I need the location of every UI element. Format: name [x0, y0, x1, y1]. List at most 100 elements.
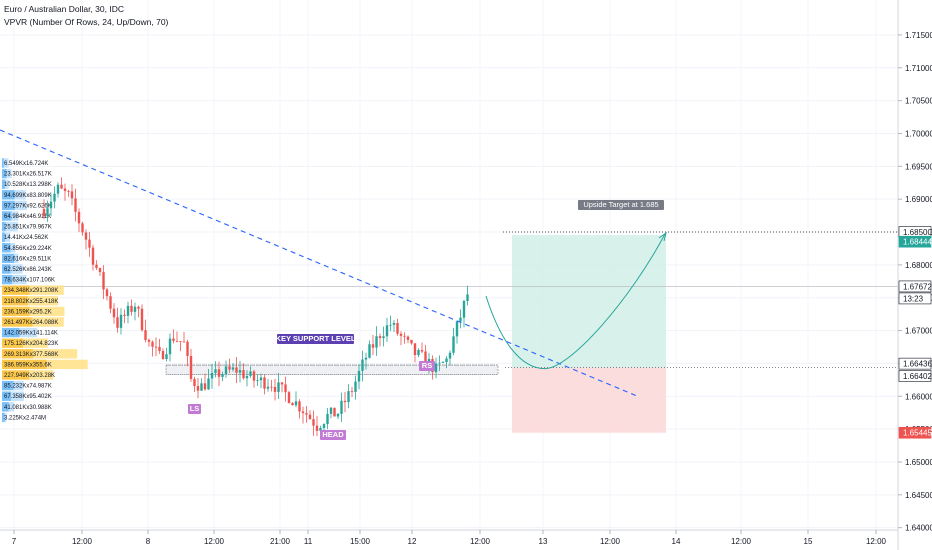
vp-bar-up	[2, 232, 6, 242]
candle-body	[147, 339, 151, 342]
candle-body	[200, 383, 203, 391]
candle-body	[126, 305, 130, 316]
candle-body	[42, 209, 46, 217]
vp-label: 269.313Kx377.568K	[4, 352, 58, 358]
vp-bar-down	[3, 158, 9, 168]
candle-body	[291, 402, 294, 406]
vp-label: 236.159Kx295.2K	[4, 309, 52, 315]
rs-label[interactable]: RS	[419, 361, 435, 371]
vp-bar-up	[2, 179, 5, 189]
candle-body	[340, 400, 343, 414]
projection-arrow-icon	[658, 231, 667, 242]
y-tick-label: 1.64500	[905, 491, 932, 500]
candle-body	[371, 344, 375, 348]
candle-body	[378, 336, 382, 339]
target-tag[interactable]: Upside Target at 1.685	[578, 200, 664, 210]
vp-bar-down	[6, 168, 12, 179]
candle-body	[287, 392, 291, 403]
vp-bar-up	[2, 158, 4, 168]
candle-body	[56, 184, 60, 194]
ls-label-text: LS	[190, 404, 200, 413]
vp-bar-down	[5, 232, 11, 242]
price-tag-label: 1.67672	[903, 282, 932, 291]
vp-label: 14.41Kx24.562K	[4, 235, 48, 241]
x-tick-label: 13	[539, 537, 548, 546]
candle-body	[252, 371, 256, 381]
vp-label: 62.526Kx86.243K	[4, 267, 52, 273]
candle-body	[357, 370, 361, 382]
x-tick-label: 12:00	[600, 537, 621, 546]
candle-body	[452, 336, 455, 353]
candle-body	[273, 386, 277, 392]
vp-bar-down	[10, 264, 23, 274]
x-tick-label: 7	[12, 537, 17, 546]
vp-bar-up	[2, 306, 30, 317]
candle-body	[77, 211, 81, 224]
y-tick-label: 1.67000	[905, 327, 932, 336]
price-tag	[898, 280, 932, 293]
candles	[42, 177, 469, 438]
candle-body	[375, 336, 378, 348]
candle-body	[210, 372, 214, 379]
candle-body	[133, 306, 137, 312]
x-tick-label: 12	[408, 537, 417, 546]
x-tick-label: 11	[304, 537, 313, 546]
price-tag	[898, 292, 932, 305]
candle-body	[459, 317, 462, 322]
time-axis[interactable]: 7 12:00 8 12:00 21:00 11 15:00 12 12:00 13 12:00 14…	[12, 530, 887, 546]
candle-body	[343, 400, 347, 403]
candle-body	[322, 424, 326, 429]
downtrend-line[interactable]	[0, 129, 638, 397]
candle-body	[102, 272, 105, 290]
candle-body	[441, 362, 445, 363]
candle-body	[438, 362, 441, 364]
y-tick-label: 1.66000	[905, 392, 932, 401]
candle-body	[88, 239, 91, 248]
candle-body	[294, 401, 298, 406]
chart-title: Euro / Australian Dollar, 30, IDC	[4, 4, 125, 14]
projection-curve[interactable]	[485, 233, 666, 370]
vp-bar-down	[11, 391, 24, 401]
candle-body	[49, 201, 53, 209]
vp-label: 85.232Kx74.987K	[4, 384, 52, 390]
candle-body	[417, 350, 420, 356]
vp-bar-down	[4, 412, 7, 423]
price-tag-label: 1.66402	[903, 372, 932, 381]
vp-bar-down	[11, 211, 19, 221]
vp-bar-up	[2, 253, 15, 264]
price-tag-label: 1.68444	[903, 238, 932, 247]
y-tick-label: 1.64000	[905, 524, 932, 533]
candle-body	[165, 354, 168, 360]
candle-body	[196, 386, 200, 391]
candle-body	[445, 358, 448, 363]
vp-bar-down	[29, 306, 65, 317]
candle-body	[98, 268, 102, 273]
candle-body	[154, 346, 158, 348]
candle-body	[333, 407, 336, 417]
vp-bar-up	[2, 391, 12, 401]
candle-body	[91, 247, 95, 265]
vp-bar-up	[2, 296, 28, 306]
loss-zone[interactable]	[512, 367, 666, 433]
candle-body	[67, 191, 70, 192]
candle-body	[207, 378, 210, 390]
vp-bar-up	[2, 370, 30, 380]
vp-bar-down	[27, 296, 59, 306]
vp-bar-up	[2, 317, 33, 327]
candle-body	[172, 338, 175, 341]
ls-label[interactable]: LS	[188, 404, 201, 414]
head-label-text: HEAD	[322, 430, 344, 439]
vp-bar-up	[2, 243, 11, 253]
support-label[interactable]: KEY SUPPORT LEVEL	[276, 334, 356, 344]
y-tick-label: 1.69000	[905, 195, 932, 204]
vp-label: 6.549Kx16.724K	[4, 161, 48, 167]
profit-zone[interactable]	[512, 235, 666, 368]
vp-bar-down	[14, 253, 19, 264]
vp-bar-down	[10, 243, 16, 253]
vp-label: 234.348Kx291.208K	[4, 288, 58, 294]
head-label[interactable]: HEAD	[320, 430, 346, 440]
candle-body	[221, 374, 224, 377]
vp-label: 82.616Kx29.511K	[4, 256, 51, 262]
